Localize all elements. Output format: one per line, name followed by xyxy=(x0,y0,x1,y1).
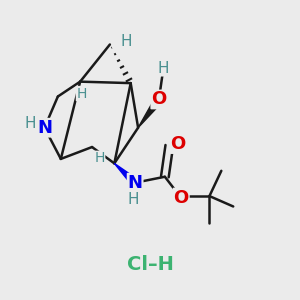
Text: H: H xyxy=(121,34,132,49)
Polygon shape xyxy=(138,97,162,128)
Text: H: H xyxy=(76,86,87,100)
Text: O: O xyxy=(174,189,189,207)
Text: H: H xyxy=(158,61,169,76)
Polygon shape xyxy=(114,164,138,186)
Text: N: N xyxy=(128,174,142,192)
Text: O: O xyxy=(171,135,186,153)
Text: H: H xyxy=(94,151,105,165)
Text: Cl–H: Cl–H xyxy=(127,255,173,274)
Text: H: H xyxy=(25,116,36,131)
Text: O: O xyxy=(151,91,166,109)
Text: N: N xyxy=(37,119,52,137)
Text: H: H xyxy=(128,191,140,206)
